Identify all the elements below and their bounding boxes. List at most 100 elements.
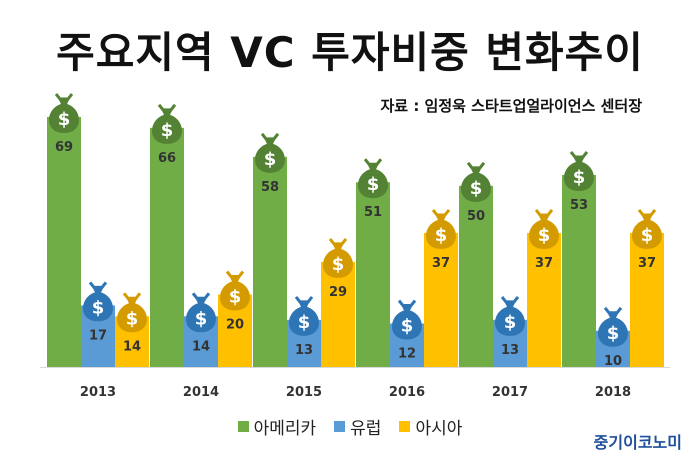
money-bag-knot	[534, 209, 554, 217]
money-bag-dollar-sign: $	[538, 225, 551, 246]
money-bag-shape	[116, 297, 148, 333]
money-bag-shape	[631, 213, 663, 249]
money-bag-knot	[191, 292, 211, 300]
money-bag-dollar-sign: $	[195, 308, 208, 329]
money-bag-shape	[357, 163, 389, 199]
x-tick-label-2014: 2014	[183, 385, 219, 400]
x-tick-label-2013: 2013	[80, 385, 116, 400]
brand-logo-text: 중기이코노미	[593, 433, 682, 452]
money-bag-dollar-sign: $	[264, 149, 277, 170]
data-label-europe-2013: 17	[89, 328, 107, 343]
legend-label-americas: 아메리카	[253, 419, 317, 439]
legend-label-asia: 아시아	[415, 419, 463, 439]
money-bag-shape	[288, 300, 320, 336]
money-bag-shape	[322, 242, 354, 278]
data-label-asia-2014: 20	[226, 318, 244, 333]
money-bag-knot	[603, 306, 623, 315]
legend-item-europe: 유럽	[334, 414, 381, 439]
money-bag-knot	[122, 292, 142, 300]
money-bag-dollar-sign: $	[641, 225, 654, 246]
money-bag-icon: $	[288, 295, 320, 336]
money-bag-icon: $	[48, 93, 80, 133]
money-bag-shape	[82, 286, 114, 322]
money-bag-dollar-sign: $	[607, 323, 620, 344]
money-bag-icon: $	[116, 292, 148, 333]
bar-americas-2014	[150, 127, 184, 367]
money-bag-icon: $	[460, 161, 492, 202]
bar-asia-2015	[321, 261, 355, 367]
data-label-americas-2018: 53	[570, 198, 588, 213]
money-bag-knot	[431, 209, 451, 217]
money-bag-knot	[500, 295, 520, 304]
money-bag-icon: $	[322, 237, 354, 278]
money-bag-knot	[54, 93, 74, 101]
legend-swatch-americas	[237, 421, 249, 432]
data-label-americas-2013: 69	[55, 140, 73, 155]
money-bag-icon: $	[219, 270, 251, 311]
bar-americas-2018	[562, 174, 596, 367]
legend-swatch-asia	[399, 421, 411, 432]
money-bag-icon: $	[357, 158, 389, 199]
bar-americas-2017	[459, 185, 493, 367]
chart-title: 주요지역 VC 투자비중 변화추이	[56, 28, 644, 77]
data-label-americas-2016: 51	[364, 205, 382, 220]
money-bag-icon: $	[528, 209, 560, 249]
money-bag-knot	[466, 161, 486, 170]
money-bag-knot	[294, 295, 314, 304]
data-label-europe-2017: 13	[501, 343, 519, 358]
data-label-americas-2017: 50	[467, 209, 485, 224]
x-tick-label-2016: 2016	[389, 385, 425, 400]
money-bag-shape	[151, 108, 183, 144]
money-bag-dollar-sign: $	[161, 120, 174, 141]
money-bag-dollar-sign: $	[298, 312, 311, 333]
money-bag-shape	[597, 311, 629, 347]
data-label-europe-2018: 10	[604, 354, 622, 369]
money-bag-dollar-sign: $	[367, 174, 380, 195]
chart-legend: 아메리카 유럽 아시아	[0, 414, 700, 439]
bar-americas-2016	[356, 182, 390, 367]
money-bag-shape	[460, 166, 492, 202]
bar-americas-2013	[47, 117, 81, 367]
money-bag-shape	[494, 300, 526, 336]
data-label-americas-2015: 58	[261, 180, 279, 195]
data-label-asia-2013: 14	[123, 339, 141, 354]
money-bag-icon: $	[597, 306, 629, 347]
money-bag-knot	[328, 237, 348, 246]
data-label-asia-2018: 37	[638, 256, 656, 271]
data-label-americas-2014: 66	[158, 151, 176, 166]
money-bag-knot	[260, 132, 280, 141]
money-bag-shape	[185, 297, 217, 333]
money-bag-dollar-sign: $	[229, 287, 242, 308]
source-note: 자료 : 임정욱 스타트업얼라이언스 센터장	[380, 97, 643, 115]
money-bag-dollar-sign: $	[126, 308, 139, 329]
data-label-europe-2015: 13	[295, 343, 313, 358]
bar-asia-2018	[630, 232, 664, 367]
money-bag-icon: $	[391, 299, 423, 340]
money-bag-knot	[569, 151, 589, 159]
money-bag-dollar-sign: $	[470, 178, 483, 199]
money-bag-knot	[363, 158, 383, 166]
x-tick-label-2018: 2018	[595, 385, 631, 400]
money-bag-dollar-sign: $	[573, 167, 586, 188]
money-bag-shape	[219, 275, 251, 311]
money-bag-dollar-sign: $	[504, 312, 517, 333]
money-bag-shape	[254, 137, 286, 173]
money-bag-dollar-sign: $	[332, 254, 345, 275]
x-tick-label-2015: 2015	[286, 385, 322, 400]
money-bag-icon: $	[254, 132, 286, 173]
data-label-asia-2017: 37	[535, 256, 553, 271]
money-bag-knot	[225, 270, 245, 279]
bar-asia-2016	[424, 232, 458, 367]
bar-asia-2017	[527, 232, 561, 367]
money-bag-icon: $	[631, 209, 663, 249]
money-bag-dollar-sign: $	[58, 109, 71, 130]
data-label-europe-2014: 14	[192, 339, 210, 354]
money-bag-icon: $	[494, 295, 526, 336]
money-bag-icon: $	[185, 292, 217, 333]
money-bag-knot	[88, 281, 108, 289]
money-bag-dollar-sign: $	[401, 316, 414, 337]
money-bag-icon: $	[151, 103, 183, 144]
money-bag-icon: $	[563, 151, 595, 191]
data-label-europe-2016: 12	[398, 347, 416, 362]
